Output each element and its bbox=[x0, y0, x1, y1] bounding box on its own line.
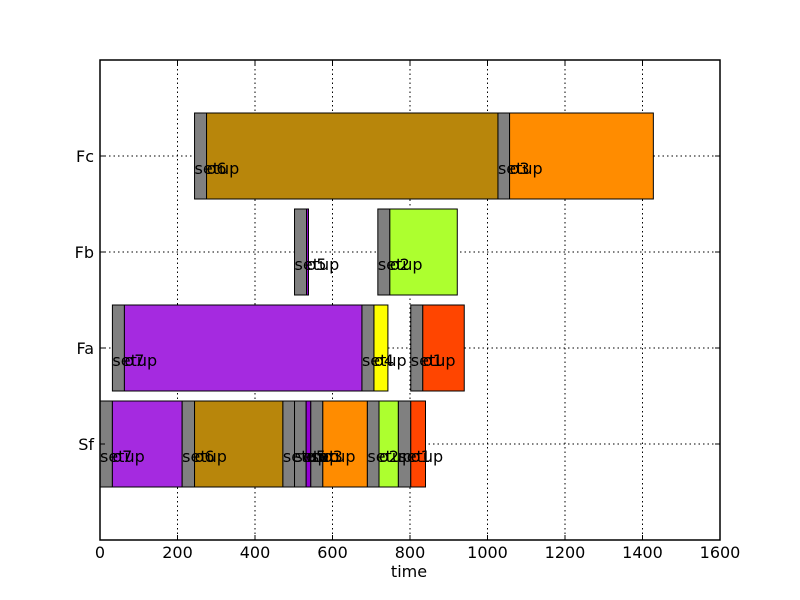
bar-sf-o2 bbox=[378, 400, 399, 488]
bar-fa-setup bbox=[111, 304, 125, 392]
bar-label: o6 bbox=[195, 447, 215, 466]
x-tick-label: 400 bbox=[240, 543, 271, 562]
bar-label: o2 bbox=[379, 447, 399, 466]
bar-fb-o2 bbox=[389, 208, 458, 296]
bar-fc-setup bbox=[194, 112, 208, 200]
bar-label: setup bbox=[100, 447, 145, 466]
bar-fc-o6 bbox=[206, 112, 499, 200]
bar-fa-setup bbox=[410, 304, 424, 392]
x-tick-label: 1400 bbox=[622, 543, 663, 562]
bar-label: o5 bbox=[307, 255, 327, 274]
bar-fb-setup bbox=[377, 208, 391, 296]
bar-label: o3 bbox=[510, 159, 530, 178]
bar-fb-o5 bbox=[306, 208, 309, 296]
bar-label: o5 bbox=[306, 447, 326, 466]
bar-sf-o6 bbox=[194, 400, 284, 488]
y-tick-label-fb: Fb bbox=[75, 243, 94, 262]
bar-label: setup bbox=[378, 255, 423, 274]
bar-label: setup bbox=[362, 351, 407, 370]
bar-fa-o7 bbox=[123, 304, 363, 392]
bar-label: setup bbox=[112, 351, 157, 370]
bar-fa-o1 bbox=[422, 304, 465, 392]
bar-sf-o3 bbox=[322, 400, 368, 488]
bar-label: setup bbox=[311, 447, 356, 466]
x-tick-label: 200 bbox=[162, 543, 193, 562]
y-tick-label-sf: Sf bbox=[78, 435, 94, 454]
bar-label: o6 bbox=[207, 159, 227, 178]
bars bbox=[99, 112, 654, 488]
bar-label: o7 bbox=[112, 447, 132, 466]
bar-sf-setup bbox=[366, 400, 380, 488]
bar-label: setup bbox=[398, 447, 443, 466]
bar-sf-setup bbox=[310, 400, 324, 488]
bar-sf-o5 bbox=[305, 400, 312, 488]
bar-label: setup bbox=[295, 447, 340, 466]
bar-sf-setup bbox=[181, 400, 196, 488]
bar-label: o3 bbox=[323, 447, 343, 466]
bar-sf-setup bbox=[397, 400, 412, 488]
x-axis-title: time bbox=[391, 562, 427, 581]
x-tick-label: 1200 bbox=[545, 543, 586, 562]
bar-sf-o7 bbox=[111, 400, 183, 488]
x-tick-label: 1000 bbox=[467, 543, 508, 562]
x-tick-label: 600 bbox=[317, 543, 348, 562]
bar-label: o1 bbox=[411, 447, 431, 466]
bar-label: setup bbox=[367, 447, 412, 466]
bar-fa-o4 bbox=[373, 304, 389, 392]
y-tick-label-fc: Fc bbox=[76, 147, 94, 166]
bar-fa-setup bbox=[361, 304, 375, 392]
bar-label: setup bbox=[195, 159, 240, 178]
bar-label: setup bbox=[295, 255, 340, 274]
bar-fb-setup bbox=[294, 208, 308, 296]
bar-label: setup bbox=[411, 351, 456, 370]
bar-sf-setup bbox=[282, 400, 296, 488]
bar-label: o1 bbox=[423, 351, 443, 370]
grid-lines bbox=[100, 60, 720, 540]
bar-fc-o3 bbox=[509, 112, 654, 200]
y-axis-ticks: Sf Fa Fb Fc bbox=[75, 147, 720, 454]
x-tick-label: 0 bbox=[95, 543, 105, 562]
bar-label: setup bbox=[283, 447, 328, 466]
bar-label: setup bbox=[182, 447, 227, 466]
y-tick-label-fa: Fa bbox=[76, 339, 94, 358]
bar-label: setup bbox=[498, 159, 543, 178]
x-tick-label: 800 bbox=[395, 543, 426, 562]
x-tick-label: 1600 bbox=[700, 543, 741, 562]
bar-sf-o1 bbox=[410, 400, 426, 488]
bar-sf-setup bbox=[294, 400, 307, 488]
bar-fc-setup bbox=[497, 112, 511, 200]
x-axis-ticks: 0 200 400 600 800 1000 1200 1400 1600 bbox=[95, 60, 740, 562]
bar-label: o4 bbox=[374, 351, 394, 370]
bar-label: o7 bbox=[124, 351, 144, 370]
bar-label: o2 bbox=[390, 255, 410, 274]
